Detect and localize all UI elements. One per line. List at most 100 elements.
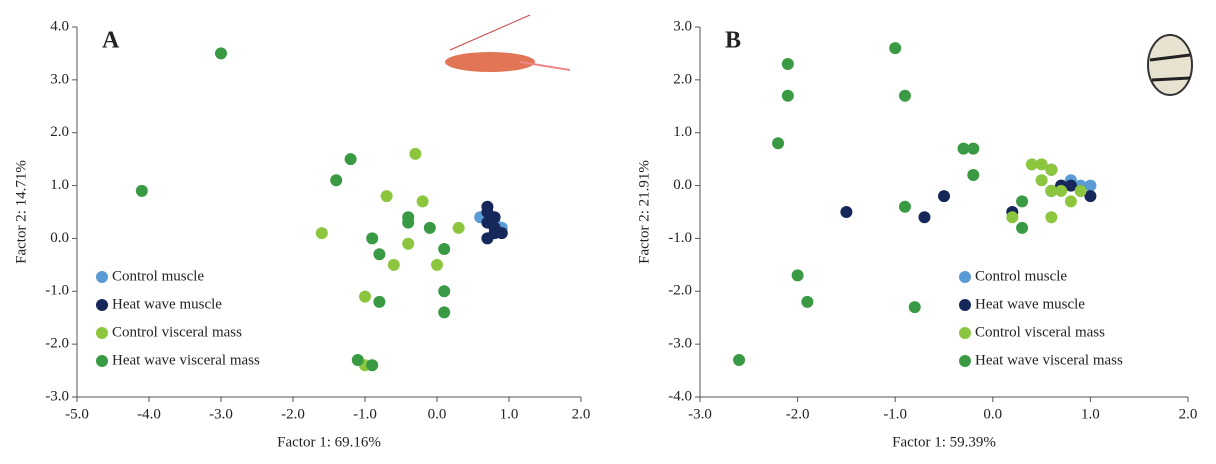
x-tick-label: -3.0: [688, 406, 712, 422]
point: [136, 185, 148, 197]
x-tick-label: -2.0: [281, 406, 305, 422]
point: [1075, 185, 1087, 197]
legend-label: Heat wave muscle: [975, 296, 1085, 312]
x-tick-label: -1.0: [353, 406, 377, 422]
point: [373, 248, 385, 260]
point: [417, 195, 429, 207]
point: [424, 222, 436, 234]
y-tick-label: 1.0: [50, 177, 69, 193]
y-axis-label: Factor 2: 14.71%: [13, 160, 29, 264]
x-tick-label: 2.0: [1179, 406, 1198, 422]
x-tick-label: 1.0: [500, 406, 519, 422]
y-tick-label: 2.0: [673, 71, 692, 87]
legend-marker: [959, 271, 971, 283]
point: [409, 148, 421, 160]
legend-label: Control visceral mass: [112, 324, 242, 340]
point: [359, 291, 371, 303]
point: [909, 301, 921, 313]
point: [453, 222, 465, 234]
x-tick-label: -5.0: [65, 406, 89, 422]
shrimp-image: [445, 15, 570, 72]
point: [481, 232, 493, 244]
point: [889, 42, 901, 54]
x-tick-label: -3.0: [209, 406, 233, 422]
x-axis-label: Factor 1: 69.16%: [277, 434, 381, 450]
point: [438, 285, 450, 297]
legend-marker: [96, 355, 108, 367]
point: [1065, 195, 1077, 207]
panel-label: A: [102, 28, 120, 54]
point: [772, 137, 784, 149]
x-tick-label: 0.0: [983, 406, 1002, 422]
point: [402, 217, 414, 229]
point: [431, 259, 443, 271]
legend-label: Heat wave visceral mass: [975, 352, 1123, 368]
point: [388, 259, 400, 271]
y-tick-label: 0.0: [50, 230, 69, 246]
point: [438, 243, 450, 255]
point: [1036, 174, 1048, 186]
legend-label: Control muscle: [112, 268, 204, 284]
point: [215, 47, 227, 59]
x-tick-label: 1.0: [1081, 406, 1100, 422]
point: [918, 211, 930, 223]
point: [840, 206, 852, 218]
x-tick-label: -1.0: [883, 406, 907, 422]
point: [345, 153, 357, 165]
figure: -5.0 -4.0 -3.0 -2.0 -1.0 0.0 1.0 2.0 -3.0 -2.0 -1.…: [0, 0, 1216, 459]
point: [899, 201, 911, 213]
point: [1055, 185, 1067, 197]
point: [967, 143, 979, 155]
legend-label: Heat wave visceral mass: [112, 352, 260, 368]
y-tick-label: 4.0: [50, 18, 69, 34]
x-axis-label: Factor 1: 59.39%: [892, 434, 996, 450]
point: [782, 90, 794, 102]
legend-label: Control muscle: [975, 268, 1067, 284]
point: [366, 359, 378, 371]
point: [801, 296, 813, 308]
point: [373, 296, 385, 308]
legend-marker: [959, 299, 971, 311]
point: [792, 269, 804, 281]
legend-label: Control visceral mass: [975, 324, 1105, 340]
y-tick-label: -1.0: [668, 230, 692, 246]
y-tick-label: 3.0: [673, 18, 692, 34]
point: [1045, 211, 1057, 223]
point: [733, 354, 745, 366]
point: [438, 306, 450, 318]
point: [330, 174, 342, 186]
point: [1016, 222, 1028, 234]
legend-label: Heat wave muscle: [112, 296, 222, 312]
x-tick-label: -2.0: [786, 406, 810, 422]
legend-marker: [96, 299, 108, 311]
point: [352, 354, 364, 366]
legend-marker: [959, 355, 971, 367]
y-tick-label: 0.0: [673, 177, 692, 193]
point: [316, 227, 328, 239]
y-tick-label: -2.0: [45, 336, 69, 352]
y-tick-label: -1.0: [45, 283, 69, 299]
y-tick-label: -2.0: [668, 283, 692, 299]
point: [1045, 164, 1057, 176]
point: [402, 238, 414, 250]
y-tick-label: 2.0: [50, 124, 69, 140]
point: [1006, 211, 1018, 223]
point: [381, 190, 393, 202]
y-tick-label: 3.0: [50, 71, 69, 87]
point: [782, 58, 794, 70]
point: [1016, 195, 1028, 207]
y-tick-label: 1.0: [673, 124, 692, 140]
point: [899, 90, 911, 102]
y-axis-label: Factor 2: 21.91%: [636, 160, 652, 264]
x-tick-label: 2.0: [572, 406, 591, 422]
legend-marker: [959, 327, 971, 339]
y-tick-label: -3.0: [45, 388, 69, 404]
legend-marker: [96, 327, 108, 339]
point: [496, 227, 508, 239]
x-tick-label: 0.0: [428, 406, 447, 422]
y-tick-label: -4.0: [668, 388, 692, 404]
y-tick-label: -3.0: [668, 336, 692, 352]
point: [366, 232, 378, 244]
point: [967, 169, 979, 181]
x-tick-label: -4.0: [137, 406, 161, 422]
